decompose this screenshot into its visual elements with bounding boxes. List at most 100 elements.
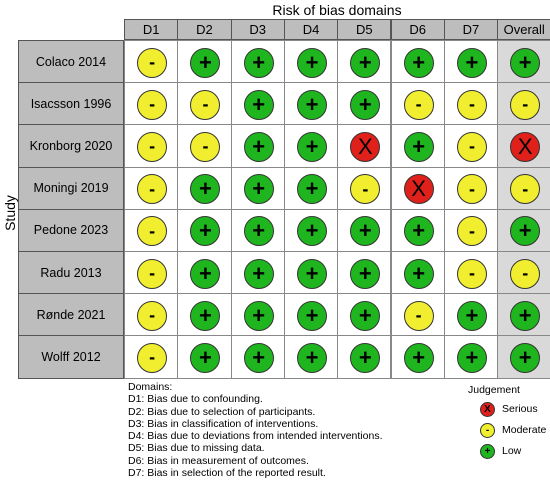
judgement-cell: + — [390, 208, 445, 252]
low-judgement-icon: + — [190, 258, 221, 289]
moderate-judgement-icon: - — [510, 174, 541, 205]
judgement-cell: - — [124, 166, 179, 210]
judgement-cell: + — [497, 293, 550, 337]
judgement-cell: + — [177, 166, 232, 210]
judgement-cell: + — [283, 124, 339, 168]
low-judgement-icon: + — [297, 89, 328, 120]
low-judgement-icon: + — [190, 342, 221, 373]
study-label: Wolff 2012 — [18, 335, 124, 379]
low-judgement-icon: + — [350, 342, 381, 373]
moderate-judgement-icon: - — [137, 47, 168, 78]
moderate-judgement-icon: - — [403, 300, 434, 331]
low-judgement-icon: + — [243, 131, 274, 162]
domain-legend-item-d3: D3: Bias in classification of interventi… — [128, 417, 319, 430]
domain-legend-item-d7: D7: Bias in selection of the reported re… — [128, 467, 326, 480]
judgement-cell: + — [337, 82, 392, 126]
judgement-cell: - — [124, 208, 179, 252]
judgement-cell: X — [497, 124, 550, 168]
low-judgement-icon: + — [510, 216, 541, 247]
judgement-cell: - — [443, 82, 499, 126]
domains-legend-heading: Domains: — [128, 381, 173, 393]
low-judgement-icon: + — [297, 174, 328, 205]
judgement-cell: + — [337, 208, 392, 252]
judgement-legend-serious: X Serious — [480, 402, 550, 418]
judgement-cell: + — [283, 166, 339, 210]
moderate-judgement-icon: - — [137, 342, 168, 373]
judgement-cell: - — [177, 124, 232, 168]
judgement-cell: + — [177, 335, 232, 379]
judgement-cell: + — [443, 40, 499, 84]
low-judgement-icon: + — [350, 258, 381, 289]
moderate-judgement-icon: - — [137, 131, 168, 162]
low-judgement-icon: + — [190, 300, 221, 331]
low-judgement-icon: + — [190, 174, 221, 205]
serious-judgement-icon: X — [510, 131, 541, 162]
judgement-cell: + — [337, 40, 392, 84]
domain-header-d3: D3 — [230, 19, 285, 40]
judgement-cell: - — [443, 208, 499, 252]
judgement-cell: + — [230, 82, 285, 126]
low-judgement-icon: + — [190, 216, 221, 247]
judgement-cell: - — [124, 40, 179, 84]
moderate-judgement-icon: - — [190, 131, 221, 162]
judgement-cell: + — [337, 251, 392, 295]
judgement-cell: - — [124, 335, 179, 379]
domain-header-d2: D2 — [177, 19, 232, 40]
judgement-cell: + — [230, 251, 285, 295]
judgement-cell: + — [390, 335, 445, 379]
low-judgement-icon: + — [403, 258, 434, 289]
judgement-cell: - — [390, 82, 445, 126]
study-label: Kronborg 2020 — [18, 124, 124, 168]
chart-title: Risk of bias domains — [272, 2, 402, 18]
judgement-cell: - — [124, 82, 179, 126]
moderate-judgement-icon: - — [137, 89, 168, 120]
judgement-cell: + — [230, 166, 285, 210]
judgement-cell: - — [124, 124, 179, 168]
low-judgement-icon: + — [456, 300, 487, 331]
domain-legend-item-d4: D4: Bias due to deviations from intended… — [128, 430, 383, 443]
study-label: Isacsson 1996 — [18, 82, 124, 126]
low-judgement-icon: + — [297, 131, 328, 162]
judgement-cell: + — [390, 251, 445, 295]
judgement-cell: + — [283, 208, 339, 252]
moderate-judgement-icon: - — [456, 89, 487, 120]
judgement-legend-low-label: Low — [502, 445, 522, 457]
low-judgement-icon: + — [456, 47, 487, 78]
low-judgement-icon: + — [403, 131, 434, 162]
judgement-cell: - — [124, 251, 179, 295]
low-judgement-icon: + — [243, 216, 274, 247]
judgement-cell: - — [497, 82, 550, 126]
low-judgement-icon: + — [403, 216, 434, 247]
judgement-cell: + — [283, 40, 339, 84]
judgement-cell: - — [443, 124, 499, 168]
domain-header-d5: D5 — [337, 19, 392, 40]
judgement-cell: X — [390, 166, 445, 210]
judgement-legend-moderate-label: Moderate — [502, 424, 547, 436]
domain-header-d4: D4 — [283, 19, 339, 40]
judgement-cell: + — [497, 208, 550, 252]
moderate-judgement-icon: - — [350, 174, 381, 205]
low-judgement-icon: + — [510, 300, 541, 331]
low-judgement-icon: + — [350, 216, 381, 247]
low-judgement-icon: + — [243, 89, 274, 120]
low-judgement-icon: + — [243, 47, 274, 78]
moderate-judgement-icon: - — [510, 258, 541, 289]
low-judgement-icon: + — [350, 300, 381, 331]
moderate-judgement-icon: - — [510, 89, 541, 120]
moderate-judgement-icon: - — [137, 174, 168, 205]
low-judgement-icon: + — [190, 47, 221, 78]
judgement-cell: + — [497, 40, 550, 84]
moderate-judgement-icon: - — [137, 300, 168, 331]
judgement-cell: + — [283, 82, 339, 126]
judgement-cell: + — [177, 208, 232, 252]
study-label: Rønde 2021 — [18, 293, 124, 337]
judgement-cell: + — [283, 335, 339, 379]
low-judgement-icon: + — [297, 47, 328, 78]
judgement-cell: + — [230, 293, 285, 337]
judgement-cell: - — [337, 166, 392, 210]
domain-legend-item-d6: D6: Bias in measurement of outcomes. — [128, 454, 309, 467]
judgement-legend-moderate: - Moderate — [480, 423, 550, 439]
study-label: Radu 2013 — [18, 251, 124, 295]
moderate-judgement-icon: - — [456, 258, 487, 289]
low-judgement-icon: + — [456, 342, 487, 373]
